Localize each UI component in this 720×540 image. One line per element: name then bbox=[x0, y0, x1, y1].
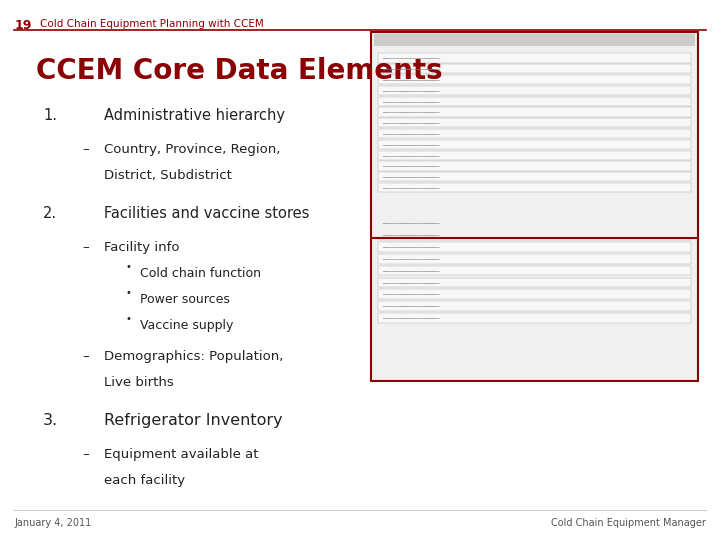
Text: 2.: 2. bbox=[43, 206, 58, 221]
Text: Cold Chain Equipment Manager: Cold Chain Equipment Manager bbox=[551, 518, 706, 529]
Text: CCEM Core Data Elements: CCEM Core Data Elements bbox=[36, 57, 443, 85]
Text: Cold chain function: Cold chain function bbox=[140, 267, 261, 280]
FancyBboxPatch shape bbox=[374, 199, 695, 211]
FancyBboxPatch shape bbox=[378, 64, 691, 73]
Text: ────────────────────: ──────────────────── bbox=[382, 120, 439, 126]
Text: each facility: each facility bbox=[104, 474, 186, 487]
Text: ────────────────────: ──────────────────── bbox=[382, 66, 439, 72]
FancyBboxPatch shape bbox=[378, 230, 691, 240]
Text: Facilities and vaccine stores: Facilities and vaccine stores bbox=[104, 206, 310, 221]
Text: ────────────────────: ──────────────────── bbox=[382, 56, 439, 61]
FancyBboxPatch shape bbox=[378, 254, 691, 264]
Text: Power sources: Power sources bbox=[140, 293, 230, 306]
Text: Refrigerator Inventory: Refrigerator Inventory bbox=[104, 413, 283, 428]
Text: ────────────────────: ──────────────────── bbox=[382, 244, 439, 249]
FancyBboxPatch shape bbox=[378, 118, 691, 127]
Text: 1.: 1. bbox=[43, 108, 57, 123]
Text: ────────────────────: ──────────────────── bbox=[382, 185, 439, 191]
Text: ────────────────────: ──────────────────── bbox=[382, 174, 439, 180]
Text: Demographics: Population,: Demographics: Population, bbox=[104, 350, 284, 363]
Text: ────────────────────: ──────────────────── bbox=[382, 142, 439, 147]
FancyBboxPatch shape bbox=[378, 183, 691, 192]
Text: ────────────────────: ──────────────────── bbox=[382, 268, 439, 273]
Text: ────────────────────: ──────────────────── bbox=[382, 280, 439, 285]
FancyBboxPatch shape bbox=[378, 75, 691, 84]
FancyBboxPatch shape bbox=[378, 218, 691, 228]
Text: ────────────────────: ──────────────────── bbox=[382, 292, 439, 297]
Text: ────────────────────: ──────────────────── bbox=[382, 232, 439, 238]
Text: Equipment available at: Equipment available at bbox=[104, 448, 259, 461]
FancyBboxPatch shape bbox=[378, 107, 691, 117]
Text: ────────────────────: ──────────────────── bbox=[382, 110, 439, 115]
Text: Facility info: Facility info bbox=[104, 241, 180, 254]
FancyBboxPatch shape bbox=[378, 278, 691, 287]
Text: ────────────────────: ──────────────────── bbox=[382, 256, 439, 261]
Text: January 4, 2011: January 4, 2011 bbox=[14, 518, 91, 529]
Text: Administrative hierarchy: Administrative hierarchy bbox=[104, 108, 285, 123]
FancyBboxPatch shape bbox=[378, 161, 691, 171]
Text: ────────────────────: ──────────────────── bbox=[382, 88, 439, 93]
Text: ────────────────────: ──────────────────── bbox=[382, 303, 439, 309]
Text: ────────────────────: ──────────────────── bbox=[382, 153, 439, 158]
Text: •: • bbox=[126, 314, 132, 325]
FancyBboxPatch shape bbox=[378, 140, 691, 149]
Text: Country, Province, Region,: Country, Province, Region, bbox=[104, 143, 281, 156]
Text: 19: 19 bbox=[14, 19, 32, 32]
FancyBboxPatch shape bbox=[378, 289, 691, 299]
FancyBboxPatch shape bbox=[378, 266, 691, 275]
Text: Live births: Live births bbox=[104, 376, 174, 389]
Text: –: – bbox=[83, 448, 89, 461]
FancyBboxPatch shape bbox=[378, 86, 691, 95]
FancyBboxPatch shape bbox=[378, 172, 691, 181]
Text: ────────────────────: ──────────────────── bbox=[382, 164, 439, 169]
Text: ────────────────────: ──────────────────── bbox=[382, 77, 439, 83]
FancyBboxPatch shape bbox=[371, 197, 698, 381]
Text: 3.: 3. bbox=[43, 413, 58, 428]
Text: –: – bbox=[83, 143, 89, 156]
Text: ────────────────────: ──────────────────── bbox=[382, 131, 439, 137]
FancyBboxPatch shape bbox=[371, 32, 698, 238]
Text: ────────────────────: ──────────────────── bbox=[382, 99, 439, 104]
Text: •: • bbox=[126, 262, 132, 273]
Text: District, Subdistrict: District, Subdistrict bbox=[104, 169, 233, 182]
Text: •: • bbox=[126, 288, 132, 299]
FancyBboxPatch shape bbox=[374, 34, 695, 46]
FancyBboxPatch shape bbox=[378, 242, 691, 252]
Text: Vaccine supply: Vaccine supply bbox=[140, 319, 234, 332]
Text: Cold Chain Equipment Planning with CCEM: Cold Chain Equipment Planning with CCEM bbox=[40, 19, 264, 29]
FancyBboxPatch shape bbox=[378, 97, 691, 106]
Text: –: – bbox=[83, 241, 89, 254]
FancyBboxPatch shape bbox=[378, 53, 691, 63]
FancyBboxPatch shape bbox=[378, 313, 691, 323]
Text: ────────────────────: ──────────────────── bbox=[382, 220, 439, 226]
FancyBboxPatch shape bbox=[378, 301, 691, 311]
FancyBboxPatch shape bbox=[378, 151, 691, 160]
Text: ────────────────────: ──────────────────── bbox=[382, 315, 439, 321]
Text: –: – bbox=[83, 350, 89, 363]
FancyBboxPatch shape bbox=[378, 129, 691, 138]
